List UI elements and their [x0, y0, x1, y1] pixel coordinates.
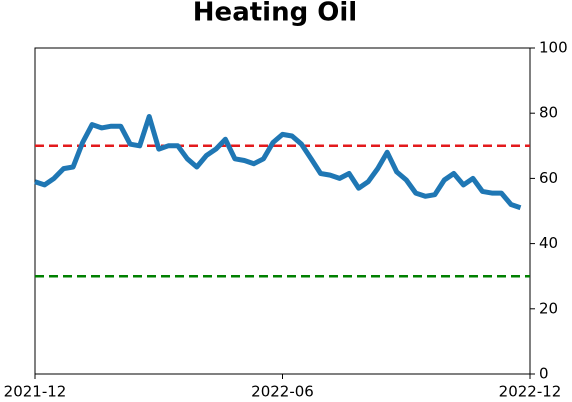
data-line [34, 114, 522, 211]
y-tick-label: 40 [539, 234, 558, 252]
y-tick-label: 100 [539, 39, 568, 57]
x-tick-label: 2022-06 [251, 383, 314, 401]
y-tick-label: 0 [539, 365, 549, 383]
y-tick-label: 60 [539, 169, 558, 187]
x-tick-label: 2022-12 [499, 383, 562, 401]
y-tick-label: 20 [539, 299, 558, 317]
x-tick-label: 2021-12 [4, 383, 67, 401]
y-tick-label: 80 [539, 104, 558, 122]
chart-title: Heating Oil [193, 0, 357, 28]
plot-frame [34, 47, 531, 375]
